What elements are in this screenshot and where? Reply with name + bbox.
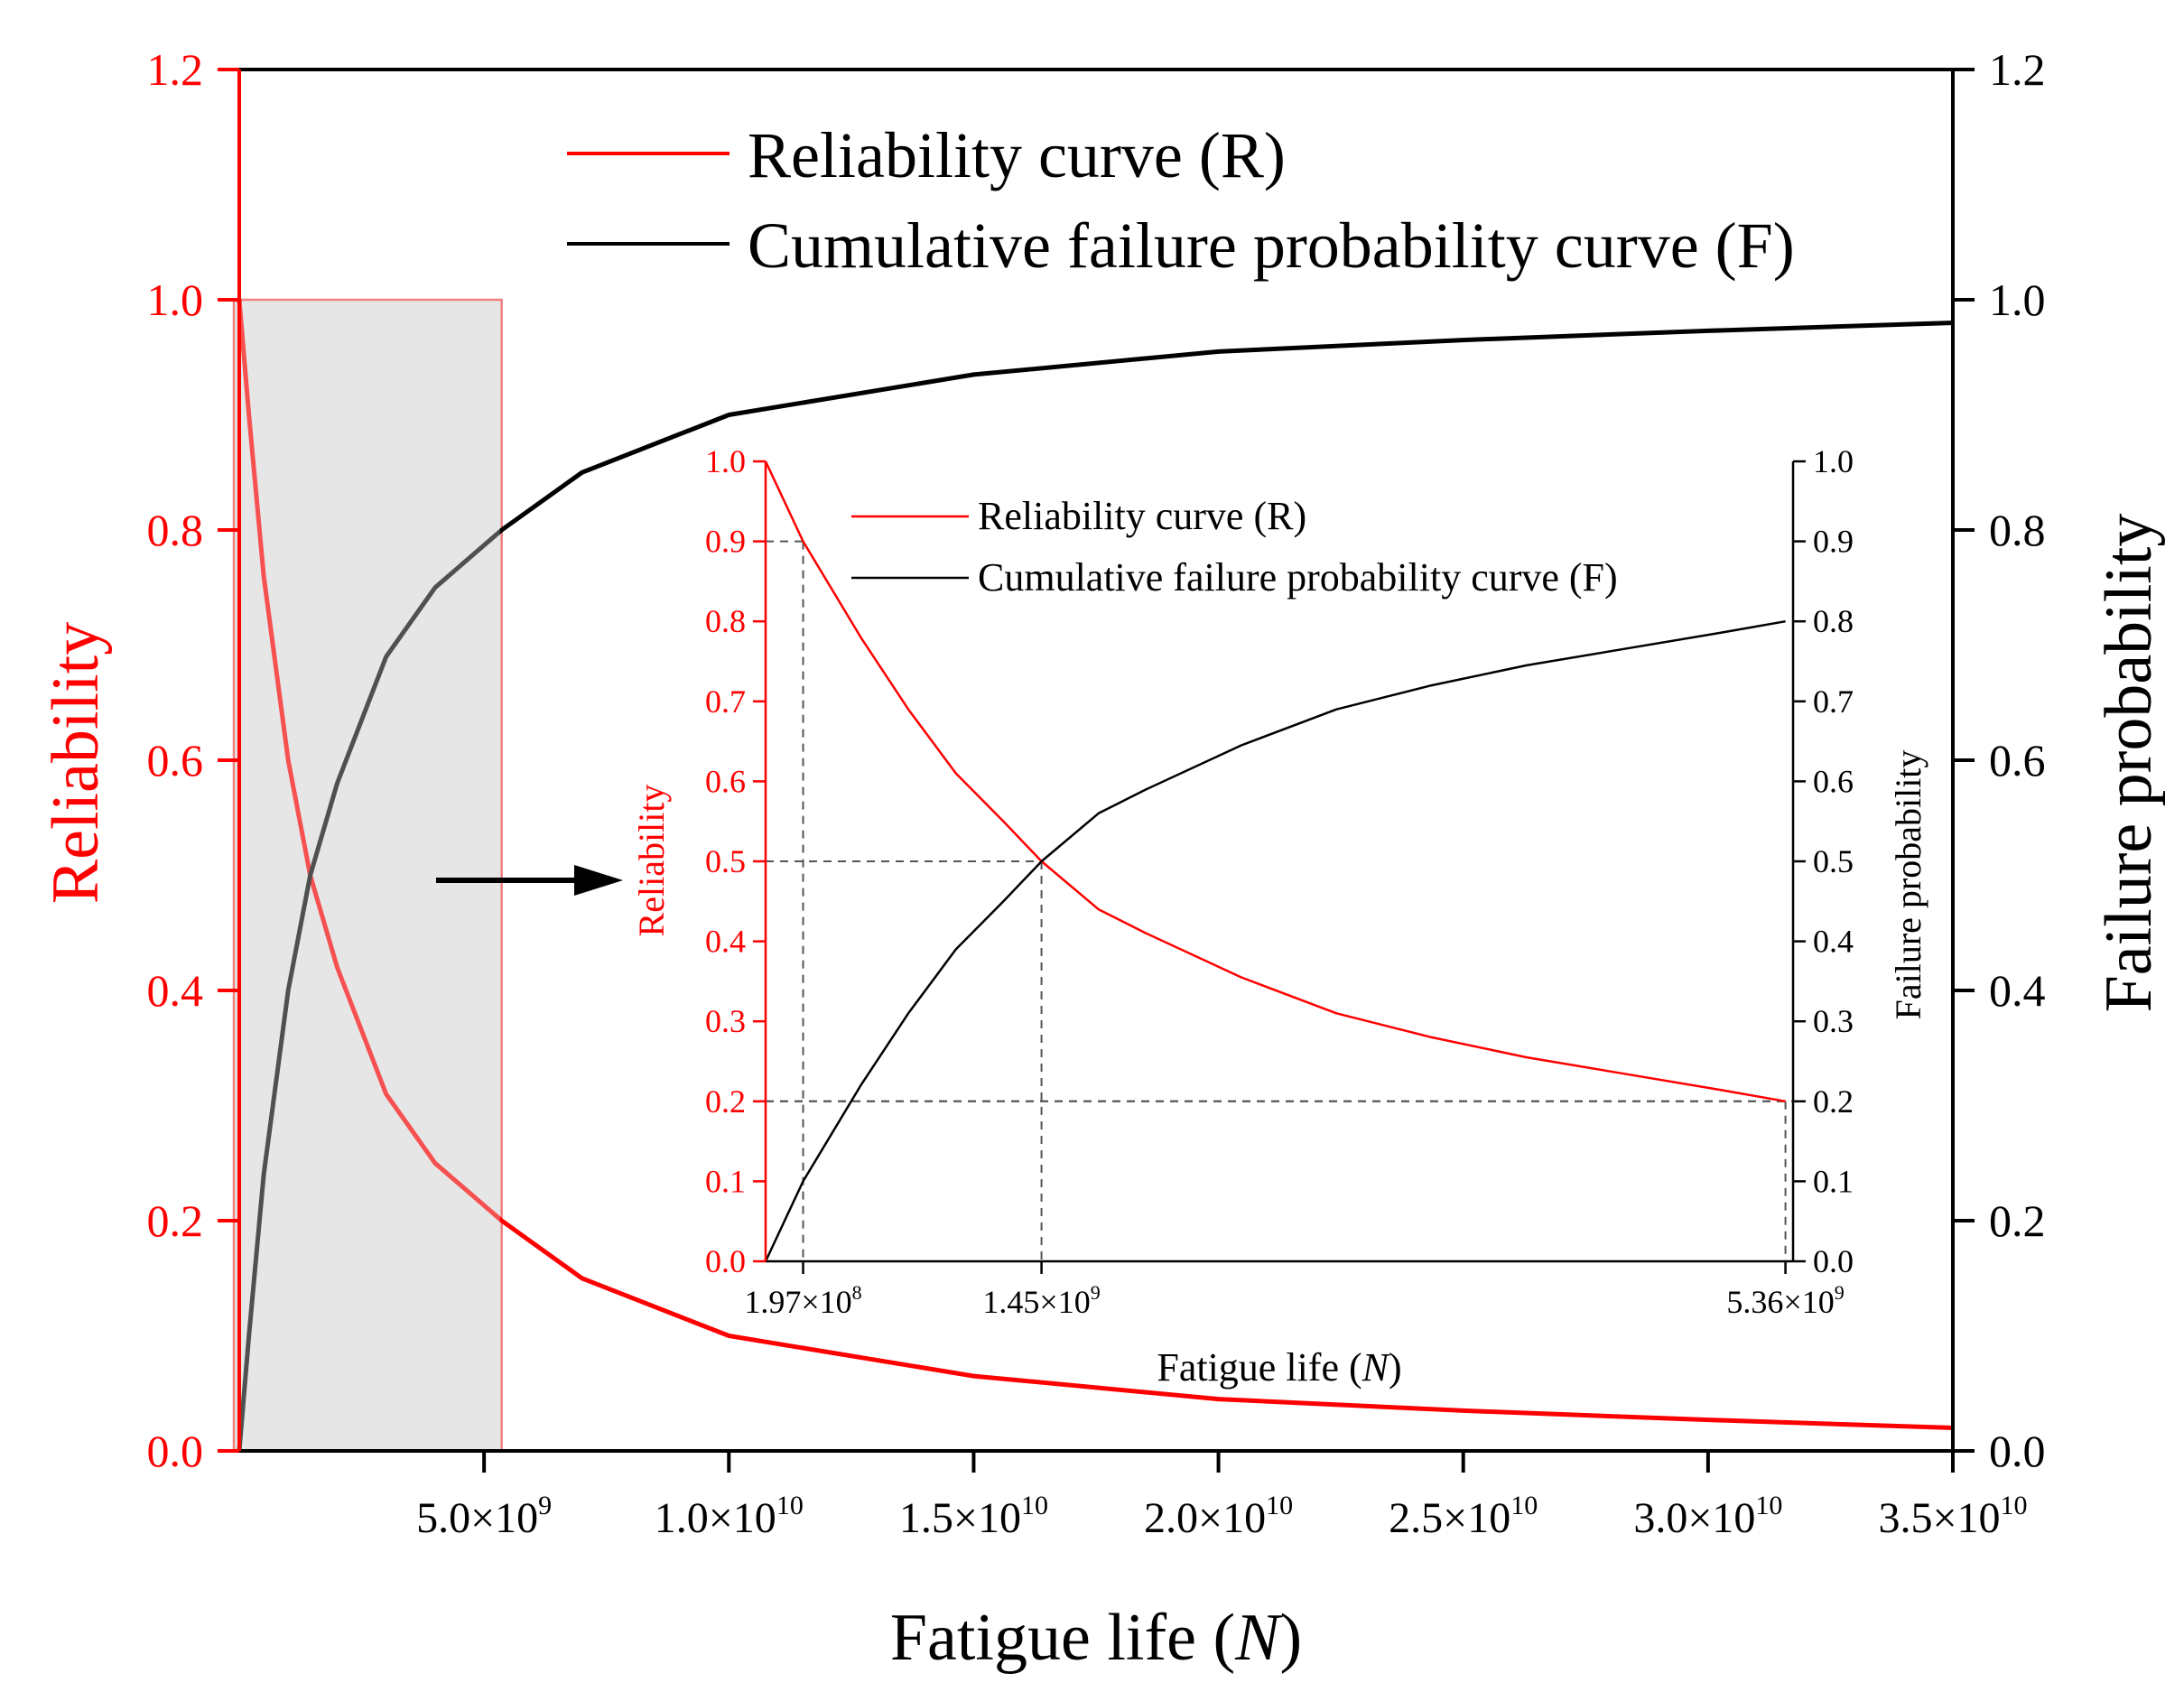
inset-right-tick-label: 0.4 [1813, 924, 1854, 960]
inset-left-tick-label: 0.5 [705, 843, 746, 879]
inset-right-tick-label: 0.0 [1813, 1243, 1854, 1279]
main-left-tick-label: 0.4 [147, 965, 204, 1016]
inset-legend-label-reliability: Reliability curve (R) [978, 494, 1306, 538]
main-x-tick-label-mantissa: 1.5×10 [899, 1494, 1021, 1542]
main-left-tick-label: 1.2 [147, 44, 204, 95]
inset-right-tick-label: 1.0 [1813, 443, 1854, 479]
inset-x-axis-label-xlabel_prefix: Fatigue life ( [1157, 1345, 1362, 1390]
main-x-tick-label-mantissa: 3.0×10 [1633, 1494, 1755, 1542]
inset-left-tick-label: 0.3 [705, 1003, 746, 1039]
inset-right-tick-label: 0.7 [1813, 683, 1854, 720]
inset-x-tick-label-mantissa: 1.97×10 [744, 1284, 851, 1320]
main-right-tick-label: 0.0 [1989, 1426, 2046, 1476]
main-legend-label-reliability: Reliability curve (R) [748, 119, 1286, 191]
main-left-axis-label: Reliability [39, 622, 113, 904]
inset-x-tick-label-exponent: 9 [1835, 1281, 1845, 1304]
inset-background [766, 461, 1793, 1261]
main-right-tick-label: 1.2 [1989, 44, 2046, 95]
main-x-tick-label-mantissa: 5.0×10 [416, 1494, 538, 1542]
inset-right-tick-label: 0.6 [1813, 763, 1854, 799]
inset-x-tick-label-mantissa: 1.45×10 [982, 1284, 1090, 1320]
highlight-overlay [241, 302, 500, 1449]
zoom-arrow-head [574, 865, 623, 896]
main-right-tick-label: 0.8 [1989, 505, 2046, 555]
main-x-axis-label-xlabel_var: N [1234, 1601, 1283, 1675]
main-x-axis-label-xlabel_suffix: ) [1279, 1601, 1302, 1675]
inset-left-tick-label: 0.9 [705, 524, 746, 560]
main-x-axis-label: Fatigue life (N) [890, 1601, 1302, 1675]
main-x-tick-label-exponent: 10 [2001, 1491, 2028, 1520]
inset-x-tick-label: 1.97×108 [744, 1281, 861, 1320]
inset-right-tick-label: 0.3 [1813, 1003, 1854, 1039]
inset-x-tick-label: 1.45×109 [982, 1281, 1100, 1320]
main-x-tick-label-mantissa: 2.5×10 [1389, 1494, 1510, 1542]
main-right-tick-label: 0.2 [1989, 1195, 2046, 1246]
inset-legend-label-failure: Cumulative failure probability curve (F) [978, 555, 1618, 600]
main-x-tick-label-mantissa: 1.0×10 [655, 1494, 776, 1542]
inset-x-axis-label-xlabel_var: N [1362, 1345, 1391, 1390]
inset-right-tick-label: 0.2 [1813, 1083, 1854, 1120]
inset-left-tick-label: 0.7 [705, 683, 746, 720]
inset-failure-curve [764, 619, 1786, 1262]
inset-left-tick-label: 0.2 [705, 1083, 746, 1120]
inset-x-axis-label: Fatigue life (N) [1157, 1345, 1401, 1390]
main-x-tick-label: 5.0×109 [416, 1491, 552, 1542]
inset-x-axis-label-xlabel_suffix: ) [1389, 1345, 1402, 1390]
inset-x-tick-label-exponent: 8 [852, 1281, 862, 1304]
main-right-axis-label: Failure probability [2092, 514, 2166, 1013]
inset-left-tick-label: 0.0 [705, 1243, 746, 1279]
inset-x-tick-label-mantissa: 5.36×10 [1726, 1284, 1834, 1320]
main-legend-label-failure: Cumulative failure probability curve (F) [748, 209, 1795, 282]
inset-left-axis-label: Reliability [631, 785, 672, 937]
main-x-tick-label-exponent: 10 [1755, 1491, 1782, 1520]
main-left-tick-label: 0.8 [147, 505, 204, 555]
main-x-tick-label: 3.5×1010 [1878, 1491, 2027, 1542]
inset-left-tick-label: 0.1 [705, 1163, 746, 1199]
main-x-tick-label-exponent: 10 [776, 1491, 804, 1520]
inset-left-tick-label: 1.0 [705, 443, 746, 479]
inset-left-tick-label: 0.8 [705, 603, 746, 639]
main-x-tick-label: 1.0×1010 [655, 1491, 804, 1542]
inset-right-tick-label: 0.5 [1813, 843, 1854, 879]
inset-right-tick-label: 0.9 [1813, 524, 1854, 560]
main-left-tick-label: 0.0 [147, 1426, 204, 1476]
main-x-tick-label-exponent: 10 [1510, 1491, 1538, 1520]
inset-x-tick-label: 5.36×109 [1726, 1281, 1844, 1320]
main-x-tick-label: 2.5×1010 [1389, 1491, 1538, 1542]
main-x-tick-label-exponent: 10 [1021, 1491, 1048, 1520]
main-reliability-curve [237, 299, 1954, 1430]
main-x-tick-label: 1.5×1010 [899, 1491, 1048, 1542]
inset-x-tick-label-exponent: 9 [1091, 1281, 1101, 1304]
inset-left-tick-label: 0.6 [705, 763, 746, 799]
main-left-tick-label: 0.6 [147, 735, 204, 785]
inset-right-axis-label: Failure probability [1888, 750, 1928, 1020]
main-x-tick-label-mantissa: 2.0×10 [1144, 1494, 1266, 1542]
inset-reliability-curve [764, 460, 1786, 1103]
main-right-tick-label: 0.4 [1989, 965, 2046, 1016]
highlight-region [232, 298, 503, 1453]
main-x-tick-label-exponent: 9 [538, 1491, 552, 1520]
main-right-tick-label: 1.0 [1989, 274, 2046, 325]
inset-right-tick-label: 0.1 [1813, 1163, 1854, 1199]
inset-left-tick-label: 0.4 [705, 924, 746, 960]
main-x-tick-label-mantissa: 3.5×10 [1878, 1494, 2000, 1542]
main-right-tick-label: 0.6 [1989, 735, 2046, 785]
main-x-tick-label: 2.0×1010 [1144, 1491, 1293, 1542]
main-left-tick-label: 1.0 [147, 274, 204, 325]
main-x-tick-label-exponent: 10 [1266, 1491, 1293, 1520]
main-left-tick-label: 0.2 [147, 1195, 204, 1246]
main-x-tick-label: 3.0×1010 [1633, 1491, 1782, 1542]
main-x-axis-label-xlabel_prefix: Fatigue life ( [890, 1601, 1235, 1675]
main-failure-curve [237, 321, 1954, 1452]
inset-right-tick-label: 0.8 [1813, 603, 1854, 639]
